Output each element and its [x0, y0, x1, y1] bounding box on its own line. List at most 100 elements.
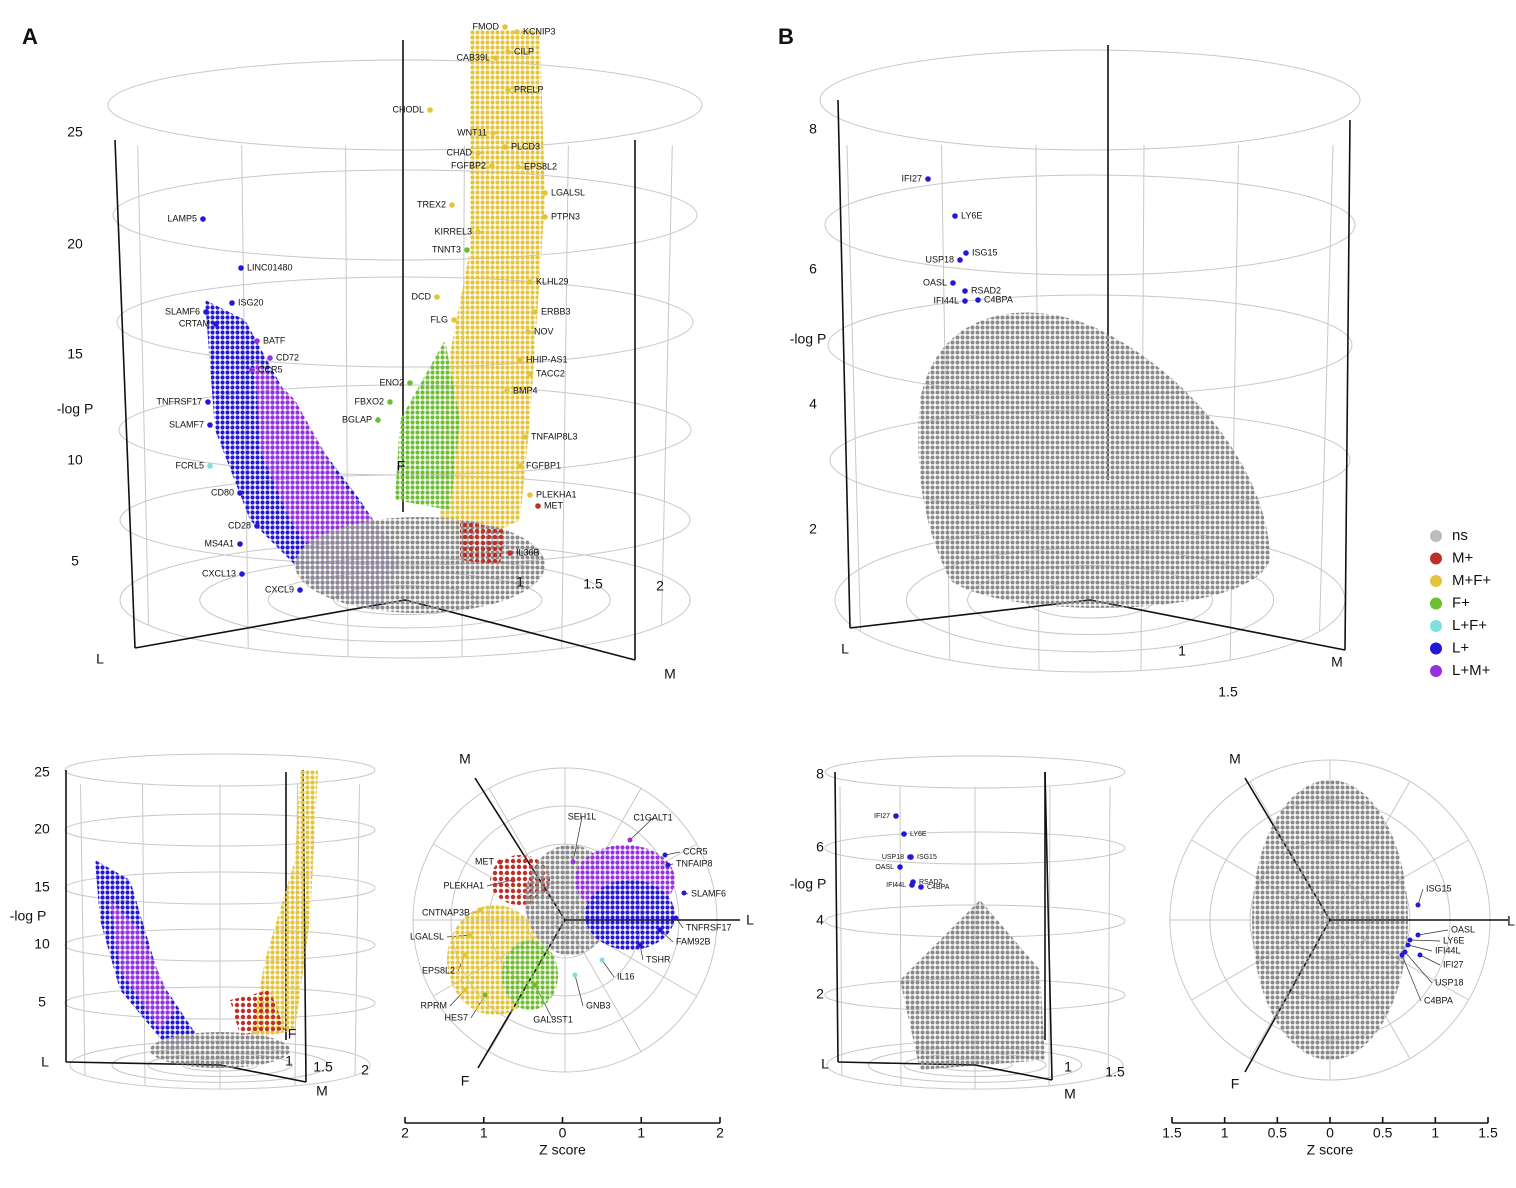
point-clouds	[95, 30, 1408, 1070]
legend-swatch	[1430, 642, 1442, 655]
y-tick-label: 20	[67, 236, 83, 252]
z-tick-label: 0.5	[1373, 1125, 1393, 1141]
gene-point	[387, 399, 393, 405]
gene-label: IFI27	[874, 813, 890, 820]
z-tick-label: 0.5	[1268, 1125, 1288, 1141]
gene-label: USP18	[1435, 977, 1464, 987]
gene-label: CD80	[211, 487, 234, 497]
y-tick-label: 15	[34, 879, 50, 895]
gene-point	[505, 49, 511, 55]
gene-label: LGALSL	[551, 187, 585, 197]
gene-point	[490, 130, 496, 136]
gene-label: SEH1L	[568, 811, 597, 821]
axis-label: M	[316, 1083, 328, 1099]
gene-label: IFI44L	[1435, 945, 1461, 955]
leader-line	[1417, 888, 1424, 906]
gene-label: PTPN3	[551, 211, 580, 221]
cloud	[150, 1032, 290, 1068]
gene-point	[893, 813, 899, 819]
cloud	[585, 880, 675, 950]
gene-point	[510, 877, 516, 883]
axis-line	[1044, 771, 1053, 1081]
gene-label: KIRREL3	[434, 226, 472, 236]
axis-label: F	[461, 1073, 470, 1089]
gene-point	[237, 541, 243, 547]
y-tick-label: 20	[34, 821, 50, 837]
gene-label: CHODL	[392, 104, 424, 114]
cloud	[110, 900, 175, 1030]
y-tick-label: 2	[816, 986, 824, 1002]
gene-point	[918, 884, 924, 890]
cloud	[295, 517, 545, 613]
gene-point	[254, 523, 260, 529]
gene-point	[205, 399, 211, 405]
gene-label: MET	[475, 856, 495, 866]
gene-label: BATF	[263, 335, 286, 345]
gene-label: HHIP-AS1	[526, 354, 568, 364]
y-axis-label: -log P	[57, 401, 94, 417]
gene-label: CAB39L	[456, 52, 490, 62]
leader-line	[1419, 954, 1441, 966]
gene-point	[1417, 952, 1423, 958]
gene-point	[1405, 942, 1411, 948]
gene-label: LY6E	[1443, 935, 1464, 945]
gene-point	[962, 288, 968, 294]
gene-label: PRELP	[514, 84, 544, 94]
radial-tick-label: 1	[285, 1053, 293, 1069]
gene-label: LGALSL	[410, 931, 444, 941]
gene-label: RPRM	[421, 1000, 448, 1010]
gene-point	[489, 163, 495, 169]
gene-label: OASL	[923, 277, 947, 287]
gene-point	[542, 190, 548, 196]
gene-label: IFI44L	[886, 882, 906, 889]
y-tick-label: 5	[38, 994, 46, 1010]
radial-tick-label: 2	[361, 1062, 369, 1078]
cloud	[918, 312, 1270, 608]
leader-line	[1409, 939, 1441, 942]
axis-label: M	[1331, 654, 1343, 670]
gene-label: MS4A1	[204, 538, 234, 548]
panel-label: A	[22, 24, 38, 49]
z-tick-label: 0	[559, 1125, 567, 1141]
grid-ellipse	[112, 169, 698, 261]
gene-label: CRTAM	[179, 318, 210, 328]
gene-label: ISG20	[238, 297, 264, 307]
gene-label: CXCL13	[202, 568, 236, 578]
y-tick-label: 6	[816, 839, 824, 855]
gene-point	[475, 150, 481, 156]
leader-line	[1407, 944, 1433, 952]
gene-point	[527, 279, 533, 285]
gene-point	[497, 859, 503, 865]
axis-label: F	[397, 458, 406, 474]
legend-swatch	[1430, 597, 1442, 610]
gene-point	[527, 492, 533, 498]
axis-line	[1089, 599, 1346, 651]
gene-point	[504, 388, 510, 394]
gene-point	[1399, 952, 1405, 958]
cloud	[440, 30, 545, 545]
gene-label: OASL	[875, 864, 894, 871]
y-tick-label: 2	[809, 521, 817, 537]
axis-line	[974, 1064, 1053, 1081]
grid-ellipse	[824, 755, 1126, 789]
y-tick-label: 15	[67, 346, 83, 362]
z-tick-label: 1	[480, 1125, 488, 1141]
axis-line	[834, 771, 839, 1063]
gene-point	[522, 434, 528, 440]
y-tick-label: 8	[809, 121, 817, 137]
gene-point	[527, 371, 533, 377]
gene-point	[427, 107, 433, 113]
radial-tick-label: 1.5	[1218, 684, 1238, 700]
gene-label: ENO2	[379, 377, 404, 387]
gene-label: FGFBP1	[526, 460, 561, 470]
gene-point	[525, 329, 531, 335]
gene-label: ERBB3	[541, 306, 571, 316]
axis-label: L	[1507, 913, 1515, 929]
legend-label: F+	[1452, 594, 1470, 611]
gene-point	[517, 357, 523, 363]
gene-point	[375, 417, 381, 423]
gene-label: IFI44L	[933, 295, 959, 305]
gene-point	[464, 247, 470, 253]
legend-label: L+M+	[1452, 662, 1491, 679]
y-tick-label: 8	[816, 766, 824, 782]
